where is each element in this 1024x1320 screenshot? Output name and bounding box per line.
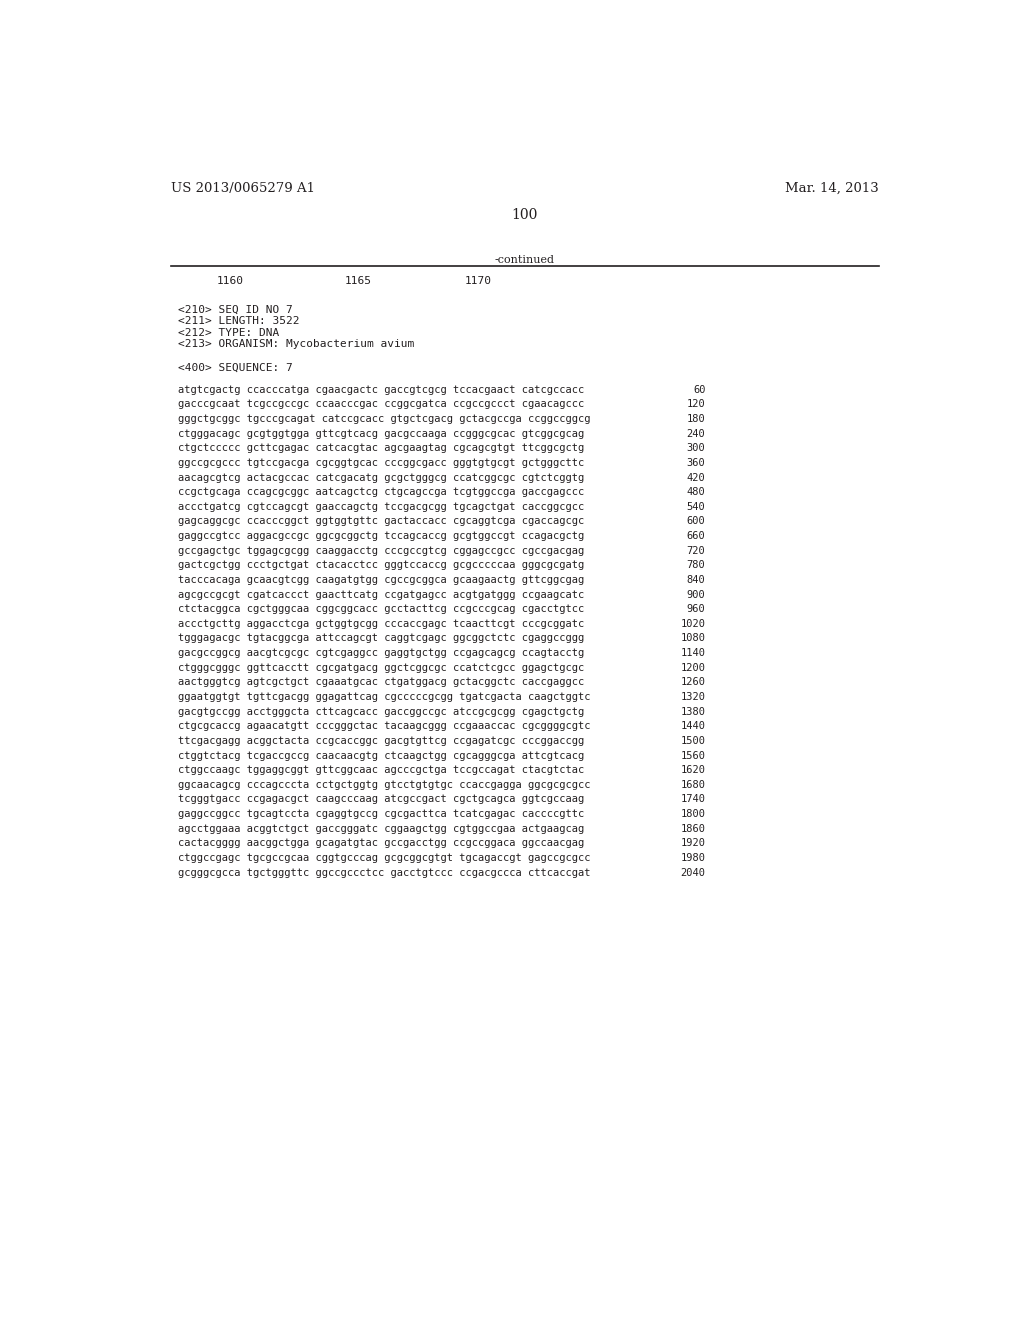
Text: aactgggtcg agtcgctgct cgaaatgcac ctgatggacg gctacggctc caccgaggcc: aactgggtcg agtcgctgct cgaaatgcac ctgatgg… [178,677,585,688]
Text: ccgctgcaga ccagcgcggc aatcagctcg ctgcagccga tcgtggccga gaccgagccc: ccgctgcaga ccagcgcggc aatcagctcg ctgcagc… [178,487,585,498]
Text: <212> TYPE: DNA: <212> TYPE: DNA [178,327,280,338]
Text: 1560: 1560 [680,751,706,760]
Text: ctgggcgggc ggttcacctt cgcgatgacg ggctcggcgc ccatctcgcc ggagctgcgc: ctgggcgggc ggttcacctt cgcgatgacg ggctcgg… [178,663,585,673]
Text: gaggccggcc tgcagtccta cgaggtgccg cgcgacttca tcatcgagac caccccgttc: gaggccggcc tgcagtccta cgaggtgccg cgcgact… [178,809,585,818]
Text: agcgccgcgt cgatcaccct gaacttcatg ccgatgagcc acgtgatggg ccgaagcatc: agcgccgcgt cgatcaccct gaacttcatg ccgatga… [178,590,585,599]
Text: 960: 960 [687,605,706,614]
Text: 1380: 1380 [680,706,706,717]
Text: 780: 780 [687,561,706,570]
Text: 840: 840 [687,576,706,585]
Text: 1440: 1440 [680,721,706,731]
Text: agcctggaaa acggtctgct gaccgggatc cggaagctgg cgtggccgaa actgaagcag: agcctggaaa acggtctgct gaccgggatc cggaagc… [178,824,585,834]
Text: gacccgcaat tcgccgccgc ccaacccgac ccggcgatca ccgccgccct cgaacagccc: gacccgcaat tcgccgccgc ccaacccgac ccggcga… [178,400,585,409]
Text: ctgggacagc gcgtggtgga gttcgtcacg gacgccaaga ccgggcgcac gtcggcgcag: ctgggacagc gcgtggtgga gttcgtcacg gacgcca… [178,429,585,438]
Text: 1260: 1260 [680,677,706,688]
Text: <210> SEQ ID NO 7: <210> SEQ ID NO 7 [178,305,293,314]
Text: aacagcgtcg actacgccac catcgacatg gcgctgggcg ccatcggcgc cgtctcggtg: aacagcgtcg actacgccac catcgacatg gcgctgg… [178,473,585,483]
Text: 1500: 1500 [680,737,706,746]
Text: 1620: 1620 [680,766,706,775]
Text: 60: 60 [693,385,706,395]
Text: ttcgacgagg acggctacta ccgcaccggc gacgtgttcg ccgagatcgc cccggaccgg: ttcgacgagg acggctacta ccgcaccggc gacgtgt… [178,737,585,746]
Text: 1165: 1165 [345,276,372,286]
Text: 1800: 1800 [680,809,706,818]
Text: gcgggcgcca tgctgggttc ggccgccctcc gacctgtccc ccgacgccca cttcaccgat: gcgggcgcca tgctgggttc ggccgccctcc gacctg… [178,867,591,878]
Text: 120: 120 [687,400,706,409]
Text: 240: 240 [687,429,706,438]
Text: 1320: 1320 [680,692,706,702]
Text: ggaatggtgt tgttcgacgg ggagattcag cgcccccgcgg tgatcgacta caagctggtc: ggaatggtgt tgttcgacgg ggagattcag cgccccc… [178,692,591,702]
Text: gagcaggcgc ccacccggct ggtggtgttc gactaccacc cgcaggtcga cgaccagcgc: gagcaggcgc ccacccggct ggtggtgttc gactacc… [178,516,585,527]
Text: 1680: 1680 [680,780,706,789]
Text: 1740: 1740 [680,795,706,804]
Text: gacgtgccgg acctgggcta cttcagcacc gaccggccgc atccgcgcgg cgagctgctg: gacgtgccgg acctgggcta cttcagcacc gaccggc… [178,706,585,717]
Text: 1980: 1980 [680,853,706,863]
Text: gactcgctgg ccctgctgat ctacacctcc gggtccaccg gcgcccccaa gggcgcgatg: gactcgctgg ccctgctgat ctacacctcc gggtcca… [178,561,585,570]
Text: ctctacggca cgctgggcaa cggcggcacc gcctacttcg ccgcccgcag cgacctgtcc: ctctacggca cgctgggcaa cggcggcacc gcctact… [178,605,585,614]
Text: gacgccggcg aacgtcgcgc cgtcgaggcc gaggtgctgg ccgagcagcg ccagtacctg: gacgccggcg aacgtcgcgc cgtcgaggcc gaggtgc… [178,648,585,659]
Text: -continued: -continued [495,255,555,264]
Text: 540: 540 [687,502,706,512]
Text: 1920: 1920 [680,838,706,849]
Text: 1080: 1080 [680,634,706,643]
Text: 180: 180 [687,414,706,424]
Text: ggccgcgccc tgtccgacga cgcggtgcac cccggcgacc gggtgtgcgt gctgggcttc: ggccgcgccc tgtccgacga cgcggtgcac cccggcg… [178,458,585,467]
Text: 1200: 1200 [680,663,706,673]
Text: <213> ORGANISM: Mycobacterium avium: <213> ORGANISM: Mycobacterium avium [178,339,415,350]
Text: 900: 900 [687,590,706,599]
Text: gaggccgtcc aggacgccgc ggcgcggctg tccagcaccg gcgtggccgt ccagacgctg: gaggccgtcc aggacgccgc ggcgcggctg tccagca… [178,531,585,541]
Text: 1860: 1860 [680,824,706,834]
Text: Mar. 14, 2013: Mar. 14, 2013 [785,182,879,194]
Text: 1160: 1160 [217,276,244,286]
Text: 660: 660 [687,531,706,541]
Text: accctgcttg aggacctcga gctggtgcgg cccaccgagc tcaacttcgt cccgcggatc: accctgcttg aggacctcga gctggtgcgg cccaccg… [178,619,585,628]
Text: 1170: 1170 [465,276,493,286]
Text: gccgagctgc tggagcgcgg caaggacctg cccgccgtcg cggagccgcc cgccgacgag: gccgagctgc tggagcgcgg caaggacctg cccgccg… [178,545,585,556]
Text: 420: 420 [687,473,706,483]
Text: cactacgggg aacggctgga gcagatgtac gccgacctgg ccgccggaca ggccaacgag: cactacgggg aacggctgga gcagatgtac gccgacc… [178,838,585,849]
Text: 480: 480 [687,487,706,498]
Text: 360: 360 [687,458,706,467]
Text: gggctgcggc tgcccgcagat catccgcacc gtgctcgacg gctacgccga ccggccggcg: gggctgcggc tgcccgcagat catccgcacc gtgctc… [178,414,591,424]
Text: ctgcgcaccg agaacatgtt cccgggctac tacaagcggg ccgaaaccac cgcggggcgtc: ctgcgcaccg agaacatgtt cccgggctac tacaagc… [178,721,591,731]
Text: <211> LENGTH: 3522: <211> LENGTH: 3522 [178,317,300,326]
Text: accctgatcg cgtccagcgt gaaccagctg tccgacgcgg tgcagctgat caccggcgcc: accctgatcg cgtccagcgt gaaccagctg tccgacg… [178,502,585,512]
Text: 1140: 1140 [680,648,706,659]
Text: ggcaacagcg cccagcccta cctgctggtg gtcctgtgtgc ccaccgagga ggcgcgcgcc: ggcaacagcg cccagcccta cctgctggtg gtcctgt… [178,780,591,789]
Text: ctggccaagc tggaggcggt gttcggcaac agcccgctga tccgccagat ctacgtctac: ctggccaagc tggaggcggt gttcggcaac agcccgc… [178,766,585,775]
Text: 600: 600 [687,516,706,527]
Text: 100: 100 [512,209,538,223]
Text: tgggagacgc tgtacggcga attccagcgt caggtcgagc ggcggctctc cgaggccggg: tgggagacgc tgtacggcga attccagcgt caggtcg… [178,634,585,643]
Text: ctggtctacg tcgaccgccg caacaacgtg ctcaagctgg cgcagggcga attcgtcacg: ctggtctacg tcgaccgccg caacaacgtg ctcaagc… [178,751,585,760]
Text: atgtcgactg ccacccatga cgaacgactc gaccgtcgcg tccacgaact catcgccacc: atgtcgactg ccacccatga cgaacgactc gaccgtc… [178,385,585,395]
Text: 720: 720 [687,545,706,556]
Text: 2040: 2040 [680,867,706,878]
Text: US 2013/0065279 A1: US 2013/0065279 A1 [171,182,314,194]
Text: tacccacaga gcaacgtcgg caagatgtgg cgccgcggca gcaagaactg gttcggcgag: tacccacaga gcaacgtcgg caagatgtgg cgccgcg… [178,576,585,585]
Text: 300: 300 [687,444,706,453]
Text: ctgctccccc gcttcgagac catcacgtac agcgaagtag cgcagcgtgt ttcggcgctg: ctgctccccc gcttcgagac catcacgtac agcgaag… [178,444,585,453]
Text: 1020: 1020 [680,619,706,628]
Text: ctggccgagc tgcgccgcaa cggtgcccag gcgcggcgtgt tgcagaccgt gagccgcgcc: ctggccgagc tgcgccgcaa cggtgcccag gcgcggc… [178,853,591,863]
Text: <400> SEQUENCE: 7: <400> SEQUENCE: 7 [178,363,293,372]
Text: tcgggtgacc ccgagacgct caagcccaag atcgccgact cgctgcagca ggtcgccaag: tcgggtgacc ccgagacgct caagcccaag atcgccg… [178,795,585,804]
